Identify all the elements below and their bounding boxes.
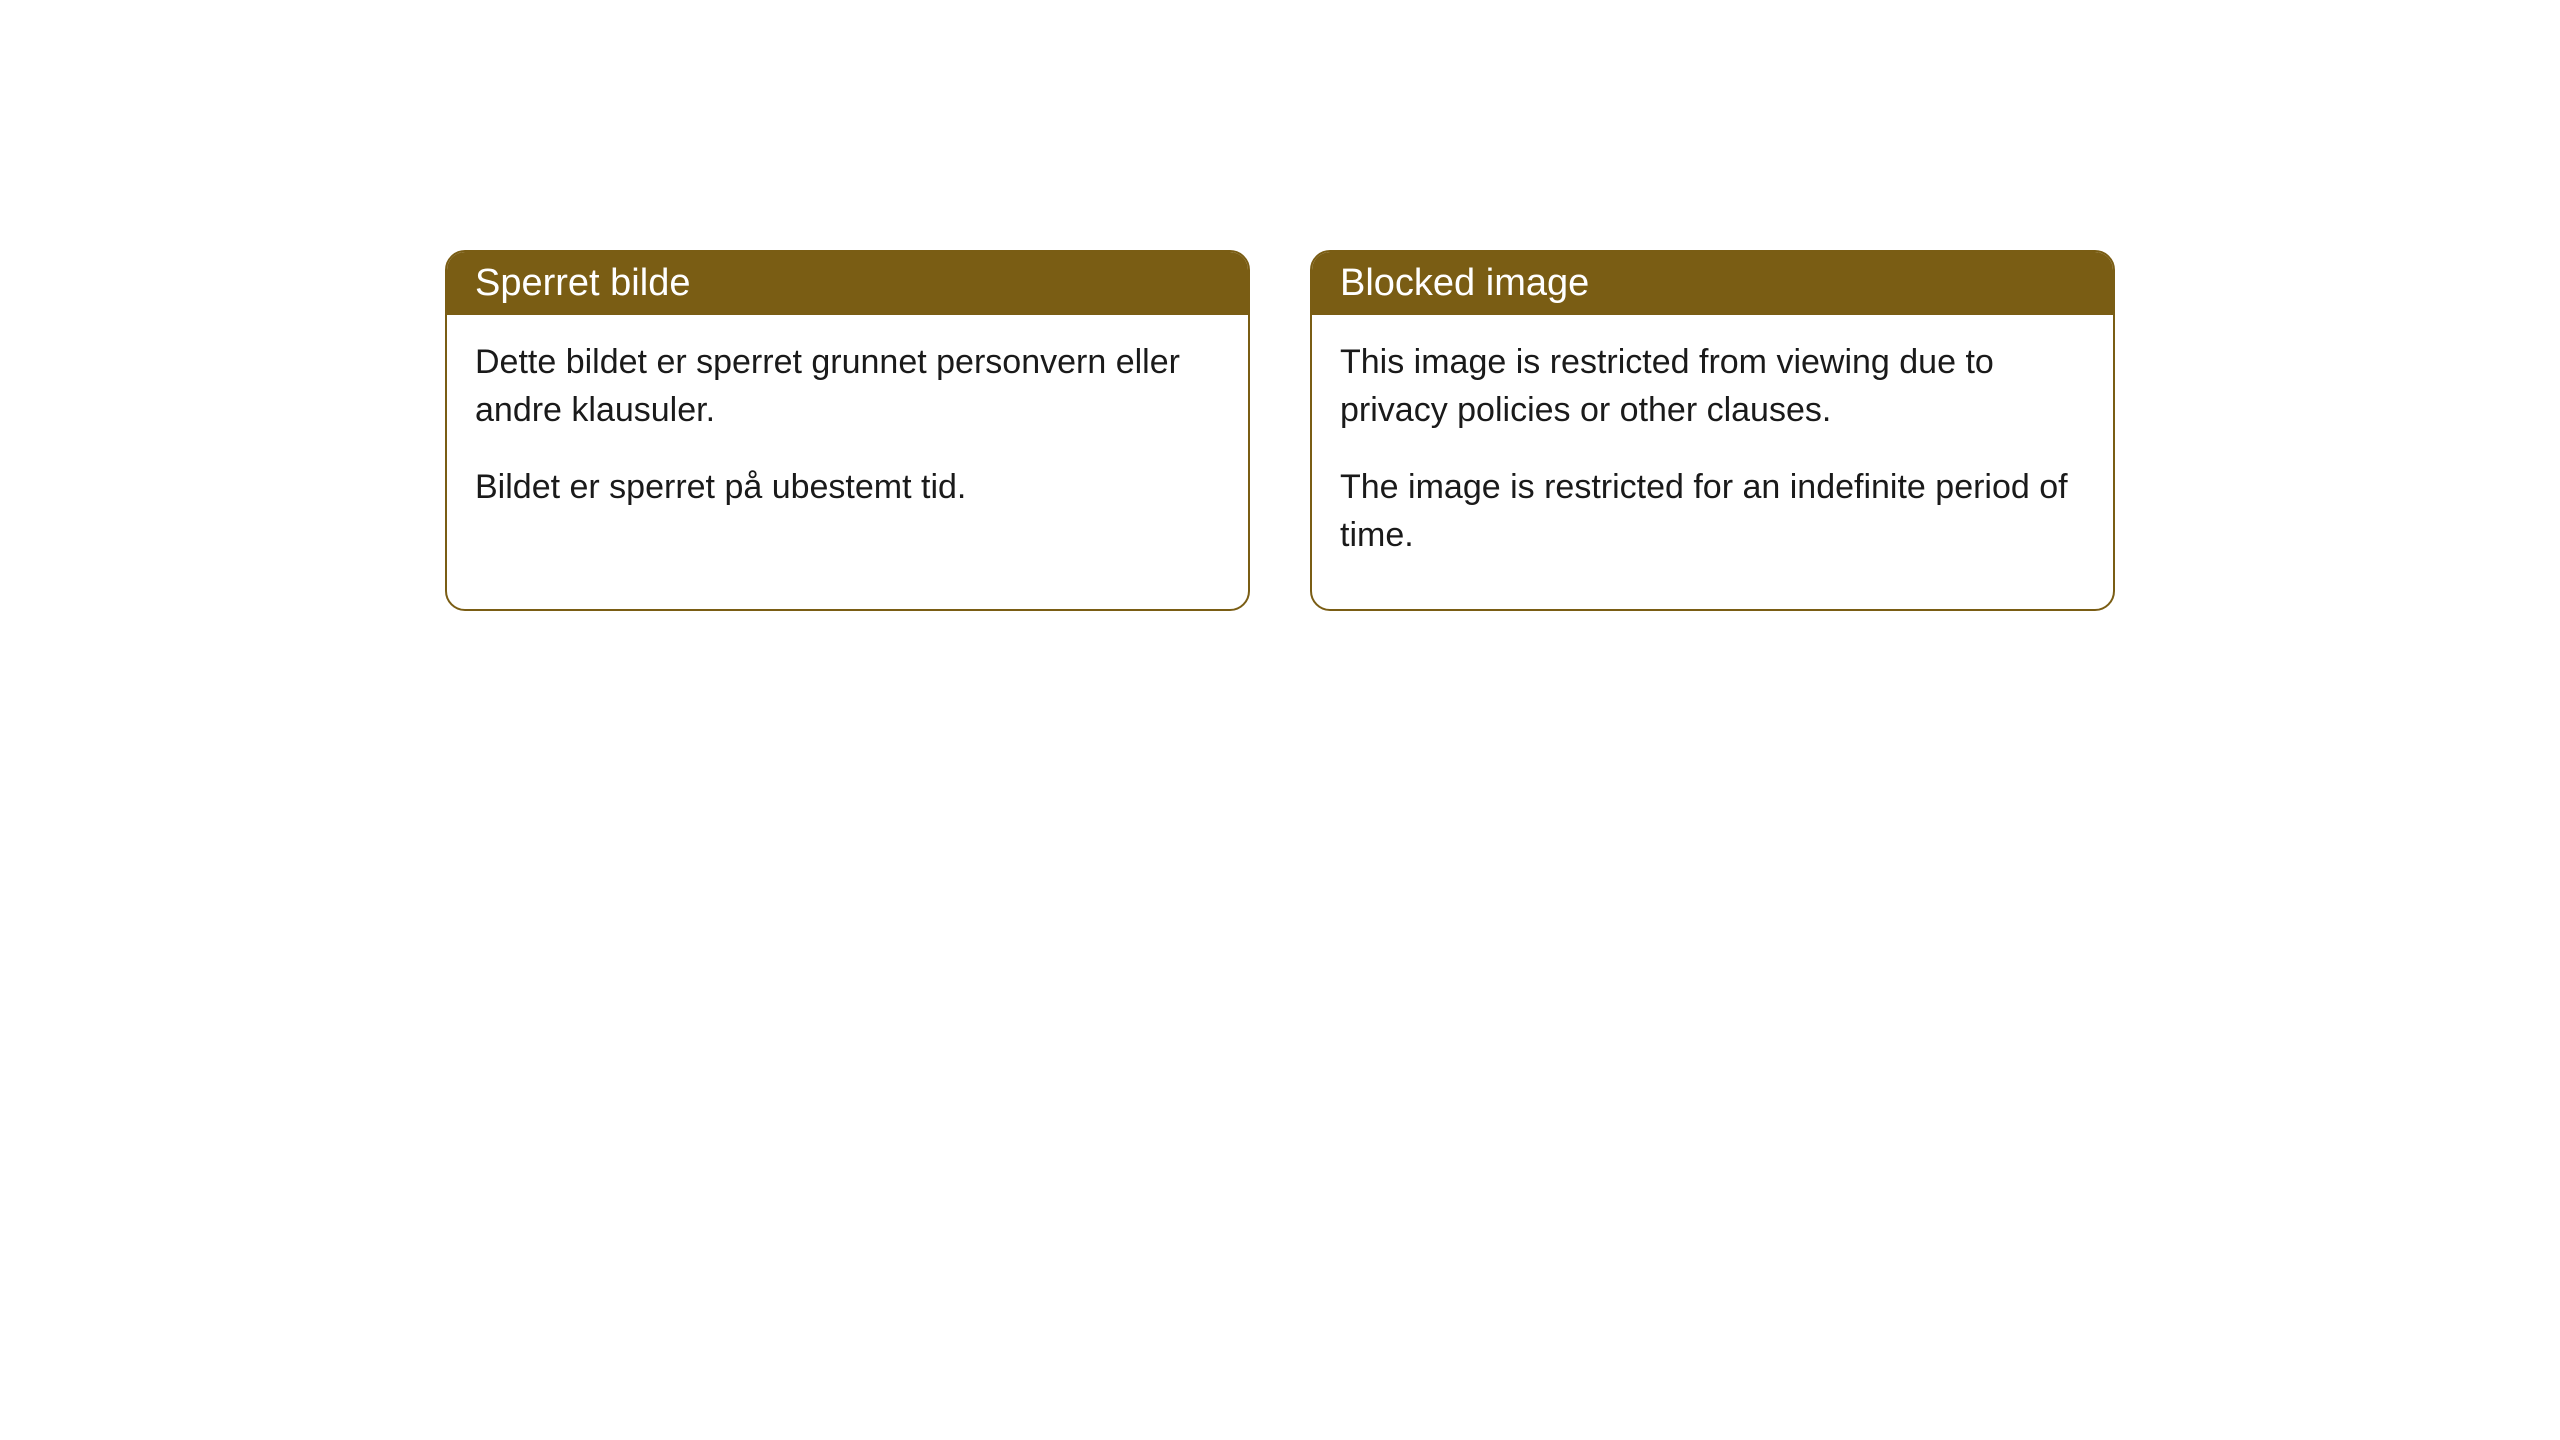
notice-paragraph-1-norwegian: Dette bildet er sperret grunnet personve…: [475, 339, 1220, 434]
notice-paragraph-1-english: This image is restricted from viewing du…: [1340, 339, 2085, 434]
notice-title-norwegian: Sperret bilde: [475, 262, 690, 304]
notice-card-english: Blocked image This image is restricted f…: [1310, 250, 2115, 611]
notice-paragraph-2-norwegian: Bildet er sperret på ubestemt tid.: [475, 464, 1220, 512]
notice-body-norwegian: Dette bildet er sperret grunnet personve…: [447, 315, 1248, 562]
notice-container: Sperret bilde Dette bildet er sperret gr…: [0, 250, 2560, 611]
notice-title-english: Blocked image: [1340, 262, 1589, 304]
notice-header-english: Blocked image: [1312, 252, 2113, 315]
notice-body-english: This image is restricted from viewing du…: [1312, 315, 2113, 609]
notice-paragraph-2-english: The image is restricted for an indefinit…: [1340, 464, 2085, 559]
notice-header-norwegian: Sperret bilde: [447, 252, 1248, 315]
notice-card-norwegian: Sperret bilde Dette bildet er sperret gr…: [445, 250, 1250, 611]
